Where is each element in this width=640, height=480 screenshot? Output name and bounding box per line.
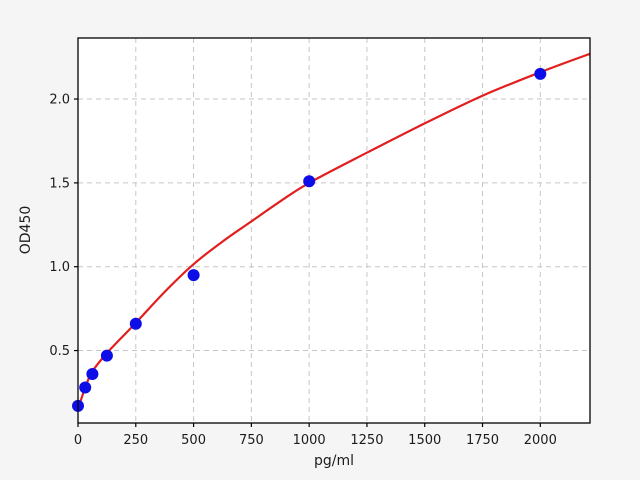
plot-spines xyxy=(77,37,591,424)
data-point xyxy=(187,269,200,282)
data-point xyxy=(79,381,92,394)
gridlines xyxy=(77,38,590,423)
y-tick-label: 1.5 xyxy=(49,176,70,191)
tick-labels: 0 250 500 750 1000 1250 1500 1750 2000 0.5 1.0 1.5 2… xyxy=(49,93,557,448)
data-point xyxy=(86,368,99,380)
y-tick-label: 2.0 xyxy=(49,93,70,108)
data-points xyxy=(72,67,547,412)
data-point xyxy=(534,67,547,80)
data-point xyxy=(100,349,113,362)
y-axis-label: OD450 xyxy=(18,206,34,255)
plot-area xyxy=(78,38,590,423)
x-axis-label: pg/ml xyxy=(314,453,354,469)
axis-ticks xyxy=(74,98,541,427)
x-tick-label: 500 xyxy=(181,433,206,448)
fit-curve-line xyxy=(78,52,590,411)
x-tick-label: 1000 xyxy=(293,433,326,448)
data-point xyxy=(303,175,316,188)
x-tick-label: 1500 xyxy=(408,433,441,448)
x-tick-label: 1750 xyxy=(466,433,499,448)
x-tick-label: 0 xyxy=(74,433,82,448)
y-tick-label: 0.5 xyxy=(49,344,70,359)
x-tick-label: 1250 xyxy=(350,433,383,448)
x-tick-label: 2000 xyxy=(524,433,557,448)
y-tick-label: 1.0 xyxy=(49,260,70,275)
x-tick-label: 750 xyxy=(239,433,264,448)
data-point xyxy=(129,317,142,330)
x-tick-label: 250 xyxy=(123,433,148,448)
